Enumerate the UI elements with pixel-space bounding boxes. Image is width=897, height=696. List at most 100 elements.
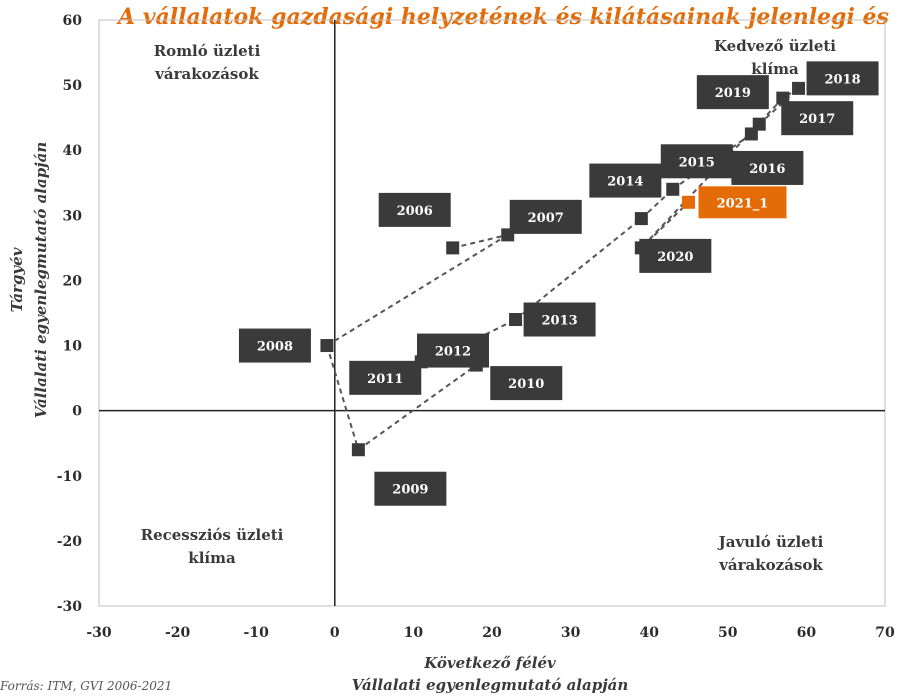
svg-text:Kedvező üzleti: Kedvező üzleti [714, 37, 836, 55]
label-text: 2006 [397, 204, 433, 219]
source-note: Forrás: ITM, GVI 2006-2021 [0, 679, 172, 693]
quadrant-bottom-right: Javuló üzleti várakozások [717, 533, 824, 574]
point-label-2008: 2008 [238, 328, 311, 363]
label-text: 2011 [367, 372, 403, 387]
label-text: 2017 [799, 112, 835, 127]
label-box [374, 471, 447, 506]
x-tick-label: 20 [482, 625, 502, 641]
connector-line [325, 345, 360, 451]
point-label-2006: 2006 [378, 192, 451, 227]
point-label-2009: 2009 [374, 471, 447, 506]
label-box [416, 333, 489, 368]
y-tick-label: 50 [63, 78, 83, 94]
x-tick-label: 60 [797, 625, 817, 641]
svg-text:Javuló üzleti: Javuló üzleti [717, 533, 824, 551]
y-tick-label: -30 [57, 599, 83, 615]
y-tick-label: 40 [63, 143, 83, 159]
quadrant-top-left: Romló üzleti várakozások [154, 42, 261, 83]
point-label-2017: 2017 [781, 101, 854, 136]
point-label-2012: 2012 [416, 333, 489, 368]
markers [320, 81, 806, 457]
connector-lines [325, 87, 800, 451]
connector-line [326, 234, 509, 347]
label-box [589, 163, 662, 198]
marker-2009 [351, 443, 365, 457]
svg-text:Vállalati egyenlegmutató alapj: Vállalati egyenlegmutató alapján [32, 142, 50, 419]
x-tick-label: 70 [875, 625, 895, 641]
label-text: 2019 [715, 86, 751, 101]
svg-text:klíma: klíma [751, 60, 799, 78]
marker-2016 [744, 127, 758, 141]
label-box [523, 302, 596, 337]
connector-line [640, 188, 674, 220]
y-axis-label: Tárgyév Vállalati egyenlegmutató alapján [8, 142, 50, 419]
y-tick-label: 10 [63, 339, 83, 355]
label-text: 2014 [607, 175, 643, 190]
svg-text:Tárgyév: Tárgyév [8, 247, 26, 312]
point-label-2018: 2018 [806, 61, 879, 96]
y-tick-label: -20 [57, 534, 83, 550]
x-tick-label: 40 [639, 625, 659, 641]
point-label-2020: 2020 [639, 238, 712, 273]
x-tick-label: 0 [330, 625, 340, 641]
x-axis-label: Következő félév Vállalati egyenlegmutató… [352, 654, 629, 694]
label-box [349, 360, 422, 395]
quadrant-bottom-left: Recessziós üzleti klíma [141, 526, 284, 567]
x-tick-label: -30 [86, 625, 112, 641]
label-text: 2012 [435, 345, 471, 360]
point-label-2010: 2010 [490, 366, 563, 401]
point-labels: 2006 2007 2008 2009 2010 2011 2012 2013 2014 2015… [238, 61, 879, 506]
label-box [660, 144, 733, 179]
y-tick-label: 60 [63, 13, 83, 29]
svg-text:várakozások: várakozások [154, 65, 259, 83]
label-box [490, 366, 563, 401]
svg-text:Romló üzleti: Romló üzleti [154, 42, 261, 60]
label-text: 2020 [657, 250, 693, 265]
label-text: 2015 [679, 155, 715, 170]
y-tick-label: 0 [72, 404, 82, 420]
quadrant-top-right: Kedvező üzleti klíma [714, 37, 836, 78]
marker-2006 [446, 241, 460, 255]
y-tick-label: 20 [63, 273, 83, 289]
chart-title: A vállalatok gazdasági helyzetének és ki… [116, 4, 897, 30]
svg-text:Recessziós üzleti: Recessziós üzleti [141, 526, 284, 544]
label-text: 2009 [392, 483, 428, 498]
label-box [696, 75, 769, 110]
point-label-2015: 2015 [660, 144, 733, 179]
marker-2014 [634, 212, 648, 226]
marker-2015 [666, 182, 680, 196]
connector-line [436, 318, 517, 360]
marker-2018 [792, 81, 806, 95]
label-text: 2013 [541, 314, 577, 329]
point-label-2021_1: 2021_1 [698, 186, 787, 219]
point-label-2007: 2007 [509, 199, 582, 234]
label-text: 2016 [749, 162, 785, 177]
label-box [509, 199, 582, 234]
label-box [781, 101, 854, 136]
svg-text:várakozások: várakozások [718, 556, 823, 574]
label-box [806, 61, 879, 96]
point-label-2013: 2013 [523, 302, 596, 337]
point-label-2019: 2019 [696, 75, 769, 110]
plot-frame [98, 19, 886, 607]
svg-text:klíma: klíma [188, 549, 236, 567]
label-text: 2010 [508, 377, 544, 392]
label-text: 2018 [824, 72, 860, 87]
connector-line [452, 233, 508, 249]
y-tick-label: 30 [63, 208, 83, 224]
svg-text:Vállalati egyenlegmutató alapj: Vállalati egyenlegmutató alapján [352, 676, 629, 694]
point-label-2016: 2016 [731, 150, 804, 185]
x-ticks: -30 -20 -10 0 10 20 30 40 50 60 70 [86, 625, 895, 641]
x-tick-label: 50 [718, 625, 738, 641]
label-box [731, 150, 804, 185]
marker-2017 [752, 117, 766, 131]
connector-line [357, 364, 477, 451]
marker-2013 [509, 313, 523, 327]
marker-2008 [320, 339, 334, 353]
x-tick-label: -20 [165, 625, 191, 641]
label-box [698, 186, 787, 219]
label-text: 2008 [257, 340, 293, 355]
marker-2021_1 [682, 195, 695, 209]
axes [99, 20, 885, 606]
